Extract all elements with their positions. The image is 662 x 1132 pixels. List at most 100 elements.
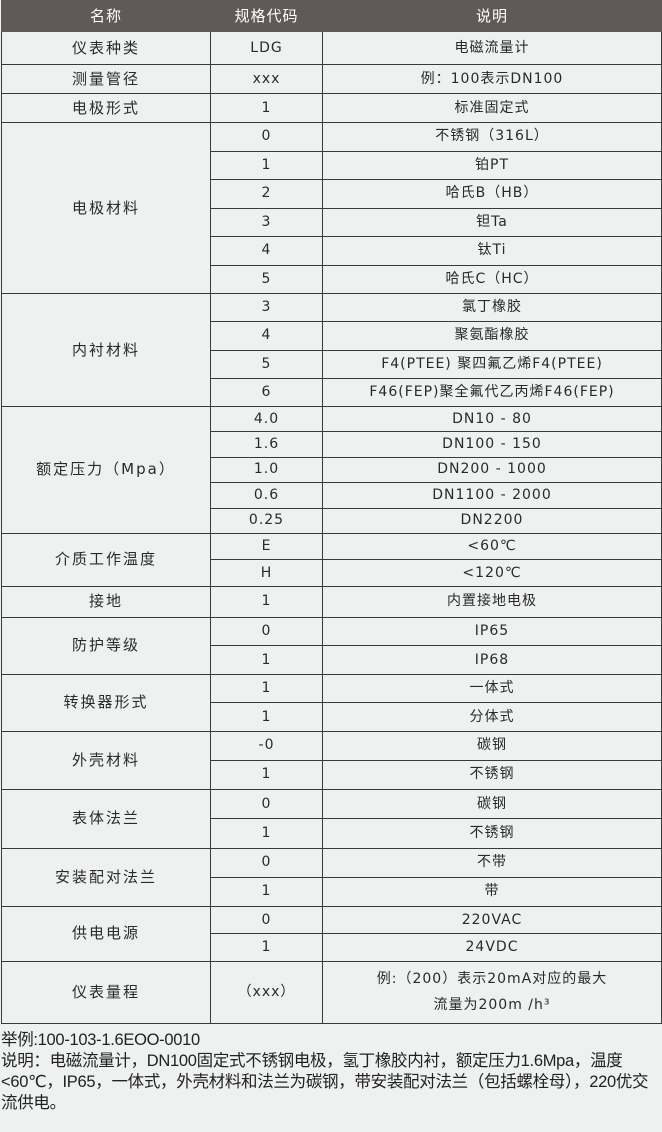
spec-name: 接地 xyxy=(1,585,211,618)
spec-name: 仪表种类 xyxy=(1,31,211,65)
spec-desc-line: 例:（200）表示20mA对应的最大 xyxy=(376,971,608,988)
spec-desc: 220VAC xyxy=(322,905,662,935)
table-header: 名称 规格代码 说明 xyxy=(1,0,662,32)
spec-desc: 不锈钢（316L） xyxy=(322,122,662,152)
spec-code: 4 xyxy=(210,321,323,351)
spec-name: 外壳材料 xyxy=(1,730,211,790)
spec-code: 3 xyxy=(210,292,323,323)
spec-code: 0.6 xyxy=(210,482,323,509)
spec-desc: 不带 xyxy=(322,847,662,878)
spec-code: -0 xyxy=(210,730,323,761)
spec-code: 5 xyxy=(210,349,323,379)
header-code: 规格代码 xyxy=(210,0,323,32)
spec-desc: 碳钢 xyxy=(322,730,662,761)
spec-desc: 钽Ta xyxy=(322,207,662,237)
table-row: 测量管径 xxx 例：100表示DN100 xyxy=(1,64,662,94)
table-row: 4 聚氨酯橡胶 xyxy=(2,321,662,351)
spec-code: 0 xyxy=(210,905,323,935)
explanation-text: 说明：电磁流量计，DN100固定式不锈钢电极，氢丁橡胶内衬，额定压力1.6Mpa… xyxy=(1,1051,649,1112)
spec-name: 介质工作温度 xyxy=(1,532,211,587)
spec-code: 1 xyxy=(210,150,323,180)
spec-desc: DN200 - 1000 xyxy=(322,456,662,484)
spec-desc: 电磁流量计 xyxy=(322,31,662,65)
spec-code: 0.25 xyxy=(210,507,323,534)
table-row: 6 F46(FEP)聚全氟代乙丙烯F46(FEP) xyxy=(2,377,662,408)
table-row: 供电电源 0 220VAC xyxy=(1,905,662,962)
spec-desc: 标准固定式 xyxy=(322,93,662,123)
spec-desc: DN2200 xyxy=(322,507,662,534)
spec-name: 测量管径 xyxy=(1,64,211,94)
spec-code: 1.6 xyxy=(210,431,323,458)
table-row: 外壳材料 -0 碳钢 xyxy=(1,730,662,790)
table-row: 电极材料 0 不锈钢（316L） xyxy=(1,122,662,294)
table-row: 1.0 DN200 - 1000 xyxy=(2,456,662,484)
spec-code: 1 xyxy=(210,702,323,732)
table-row: 1 不锈钢 xyxy=(2,759,662,790)
table-row: 仪表种类 LDG 电磁流量计 xyxy=(1,31,662,65)
spec-desc: 内置接地电极 xyxy=(322,585,662,618)
table-row: 转换器形式 1 一体式 xyxy=(1,673,662,732)
spec-name: 安装配对法兰 xyxy=(1,847,211,907)
spec-code: 1 xyxy=(210,876,323,907)
spec-desc: F46(FEP)聚全氟代乙丙烯F46(FEP) xyxy=(322,377,662,408)
spec-code: 0 xyxy=(210,616,323,647)
spec-desc: 一体式 xyxy=(322,673,662,704)
table-row: 5 哈氏C（HC） xyxy=(2,264,662,294)
spec-desc: 聚氨酯橡胶 xyxy=(322,321,662,351)
example-text: 举例:100-103-1.6EOO-0010 xyxy=(1,1030,200,1049)
spec-desc: 碳钢 xyxy=(322,788,662,820)
spec-code: 3 xyxy=(210,207,323,237)
spec-name: 额定压力（Mpa） xyxy=(1,406,211,534)
spec-name: 内衬材料 xyxy=(1,293,211,407)
spec-desc: 不锈钢 xyxy=(322,818,662,849)
spec-name: 电极形式 xyxy=(1,93,211,123)
table-row: 1 IP68 xyxy=(2,645,662,675)
spec-desc-line: 流量为200m /h³ xyxy=(433,997,551,1014)
spec-desc: IP65 xyxy=(322,616,662,647)
spec-name: 表体法兰 xyxy=(1,788,211,849)
table-row: H <120℃ xyxy=(2,559,662,587)
spec-name: 转换器形式 xyxy=(1,673,211,732)
spec-code: 1 xyxy=(210,585,323,618)
spec-desc: 铂PT xyxy=(322,150,662,180)
table-row: 仪表量程 （xxx） 例:（200）表示20mA对应的最大 流量为200m /h³ xyxy=(1,960,662,1024)
spec-code: （xxx） xyxy=(210,960,323,1024)
spec-code: 5 xyxy=(210,264,323,294)
spec-code: 1 xyxy=(210,759,323,790)
table-row: 内衬材料 3 氯丁橡胶 xyxy=(1,292,662,407)
spec-code: 1 xyxy=(210,818,323,849)
spec-code: xxx xyxy=(210,64,323,94)
spec-desc: 分体式 xyxy=(322,702,662,732)
table-row: 安装配对法兰 0 不带 xyxy=(1,847,662,907)
spec-desc: DN10 - 80 xyxy=(322,405,662,433)
spec-code: 4.0 xyxy=(210,405,323,433)
spec-code: 1 xyxy=(210,93,323,123)
table-row: 5 F4(PTEE) 聚四氟乙烯F4(PTEE) xyxy=(2,349,662,379)
spec-code: 0 xyxy=(210,847,323,878)
spec-code: 4 xyxy=(210,236,323,266)
notes: 举例:100-103-1.6EOO-0010 说明：电磁流量计，DN100固定式… xyxy=(0,1024,662,1114)
spec-desc: 氯丁橡胶 xyxy=(322,292,662,323)
spec-name: 电极材料 xyxy=(1,122,211,294)
table-row: 1 24VDC xyxy=(2,933,662,962)
header-desc: 说明 xyxy=(322,0,662,32)
spec-code: 0 xyxy=(210,788,323,820)
spec-desc: 例:（200）表示20mA对应的最大 流量为200m /h³ xyxy=(322,960,662,1024)
table-row: 额定压力（Mpa） 4.0 DN10 - 80 xyxy=(1,405,662,534)
spec-desc: DN100 - 150 xyxy=(322,431,662,458)
spec-desc: 钛Ti xyxy=(322,236,662,266)
spec-code: H xyxy=(210,559,323,587)
table-row: 接地 1 内置接地电极 xyxy=(1,585,662,618)
spec-code: 1 xyxy=(210,645,323,675)
spec-name: 仪表量程 xyxy=(1,960,211,1024)
spec-desc: DN1100 - 2000 xyxy=(322,482,662,509)
spec-table: 名称 规格代码 说明 仪表种类 LDG 电磁流量计 测量管径 xxx 例：100表示DN1… xyxy=(1,0,662,1024)
spec-name: 防护等级 xyxy=(1,616,211,675)
spec-code: 1.0 xyxy=(210,456,323,484)
table-row: 2 哈氏B（HB） xyxy=(2,179,662,209)
spec-desc: <60℃ xyxy=(322,532,662,561)
spec-desc: 不锈钢 xyxy=(322,759,662,790)
spec-code: 1 xyxy=(210,933,323,962)
spec-code: 6 xyxy=(210,377,323,408)
